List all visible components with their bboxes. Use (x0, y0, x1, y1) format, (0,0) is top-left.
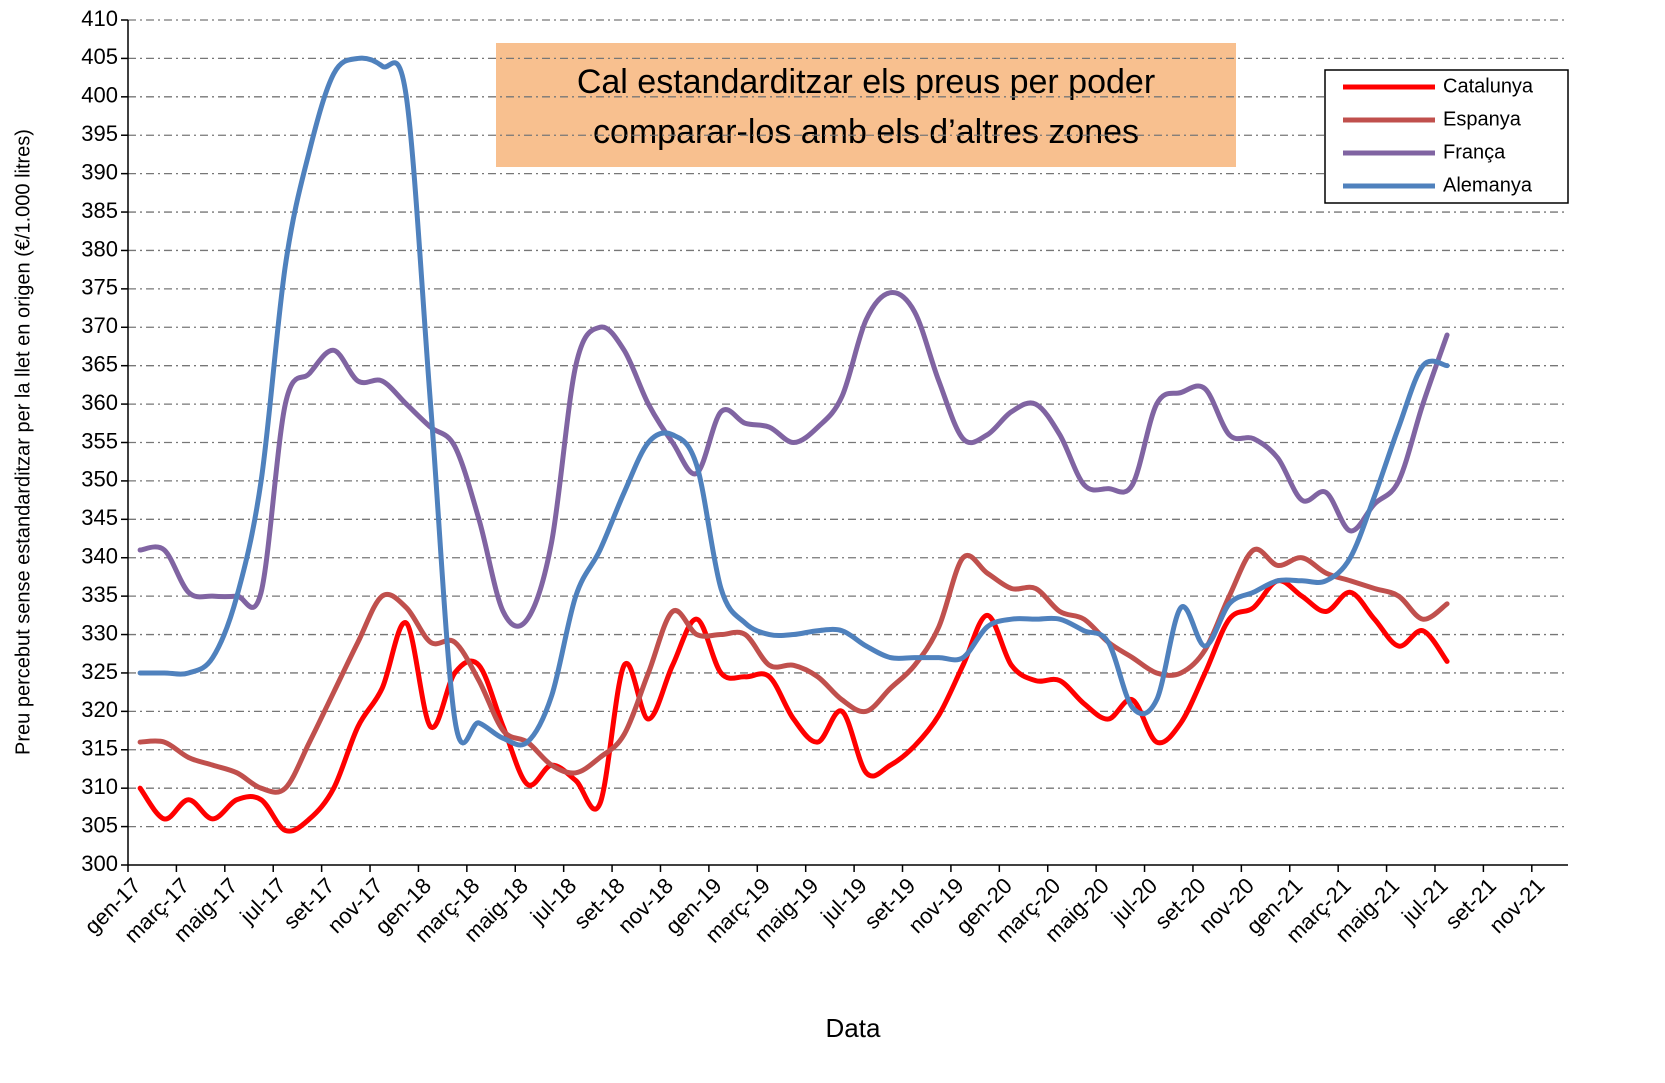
legend-label: Alemanya (1443, 174, 1533, 196)
x-axis-label: Data (826, 1013, 881, 1043)
y-tick-label: 365 (81, 351, 118, 376)
y-tick-label: 380 (81, 236, 118, 261)
y-tick-label: 375 (81, 275, 118, 300)
annotation: Cal estandarditzar els preus per poder (577, 63, 1155, 101)
y-tick-label: 405 (81, 44, 118, 69)
y-tick-label: 390 (81, 159, 118, 184)
y-tick-label: 355 (81, 428, 118, 453)
legend-label: Catalunya (1443, 75, 1534, 97)
y-tick-label: 345 (81, 505, 118, 530)
y-axis-label: Preu percebut sense estandarditzar per l… (12, 129, 34, 755)
series-line (137, 546, 1450, 795)
annotation-box (496, 43, 1236, 167)
y-tick-label: 385 (81, 198, 118, 223)
y-tick-label: 310 (81, 774, 118, 799)
y-tick-label: 325 (81, 659, 118, 684)
y-tick-label: 395 (81, 121, 118, 146)
series-line (137, 578, 1450, 834)
y-tick-label: 340 (81, 544, 118, 569)
legend-box (1324, 69, 1569, 204)
series-line (137, 55, 1450, 748)
x-tick-label: nov-21 (1484, 873, 1549, 938)
y-tick-label: 320 (81, 697, 118, 722)
y-tick-label: 330 (81, 620, 118, 645)
y-tick-label: 400 (81, 83, 118, 108)
y-tick-label: 305 (81, 812, 118, 837)
y-tick-label: 360 (81, 390, 118, 415)
y-tick-label: 370 (81, 313, 118, 338)
y-tick-label: 300 (81, 851, 118, 876)
y-tick-label: 350 (81, 467, 118, 492)
y-tick-label: 335 (81, 582, 118, 607)
legend-label: Espanya (1443, 108, 1522, 130)
y-tick-label: 315 (81, 736, 118, 761)
legend-label: França (1443, 141, 1506, 163)
y-tick-label: 410 (81, 6, 118, 31)
annotation: comparar-los amb els d’altres zones (593, 113, 1139, 151)
series-line (137, 290, 1450, 629)
